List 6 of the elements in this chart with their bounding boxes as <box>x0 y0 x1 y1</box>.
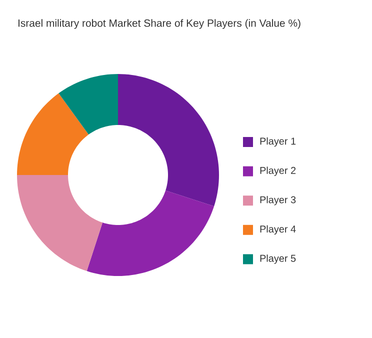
chart-title: Israel military robot Market Share of Key Players (in Value %) <box>18 19 300 29</box>
legend-label: Player 4 <box>260 225 296 235</box>
legend-label: Player 3 <box>260 196 296 206</box>
legend-label: Player 5 <box>260 254 296 264</box>
legend-label: Player 1 <box>260 137 296 147</box>
legend-label: Player 2 <box>260 166 296 176</box>
